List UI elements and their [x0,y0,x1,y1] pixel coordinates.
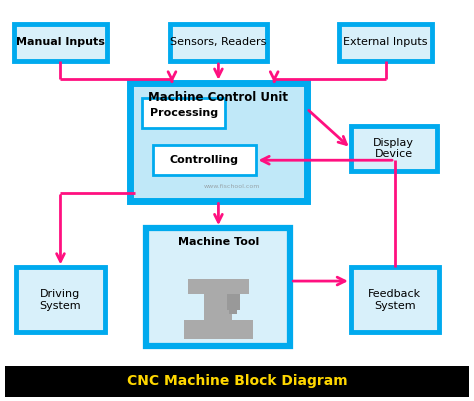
Text: External Inputs: External Inputs [343,37,428,47]
FancyBboxPatch shape [188,279,248,294]
FancyBboxPatch shape [339,24,432,61]
FancyBboxPatch shape [227,294,240,310]
FancyBboxPatch shape [183,320,253,339]
FancyBboxPatch shape [351,267,439,332]
FancyBboxPatch shape [229,309,237,314]
Text: Machine Control Unit: Machine Control Unit [148,91,288,104]
Text: Driving
System: Driving System [40,289,82,310]
FancyBboxPatch shape [170,24,267,61]
FancyBboxPatch shape [14,24,107,61]
FancyBboxPatch shape [16,267,105,332]
FancyBboxPatch shape [204,294,232,320]
Text: Sensors, Readers: Sensors, Readers [170,37,266,47]
Text: CNC Machine Block Diagram: CNC Machine Block Diagram [127,374,347,388]
Text: Processing: Processing [149,108,218,118]
Text: Display
Device: Display Device [374,138,414,159]
FancyBboxPatch shape [351,126,437,171]
Text: Controlling: Controlling [170,155,239,165]
FancyBboxPatch shape [0,366,474,399]
Text: www.fischool.com: www.fischool.com [204,184,261,189]
FancyBboxPatch shape [146,228,291,346]
FancyBboxPatch shape [130,83,307,200]
FancyBboxPatch shape [154,146,255,175]
Text: Manual Inputs: Manual Inputs [16,37,105,47]
Text: Machine Tool: Machine Tool [178,237,259,247]
Text: Feedback
System: Feedback System [368,289,421,310]
FancyBboxPatch shape [142,98,226,128]
